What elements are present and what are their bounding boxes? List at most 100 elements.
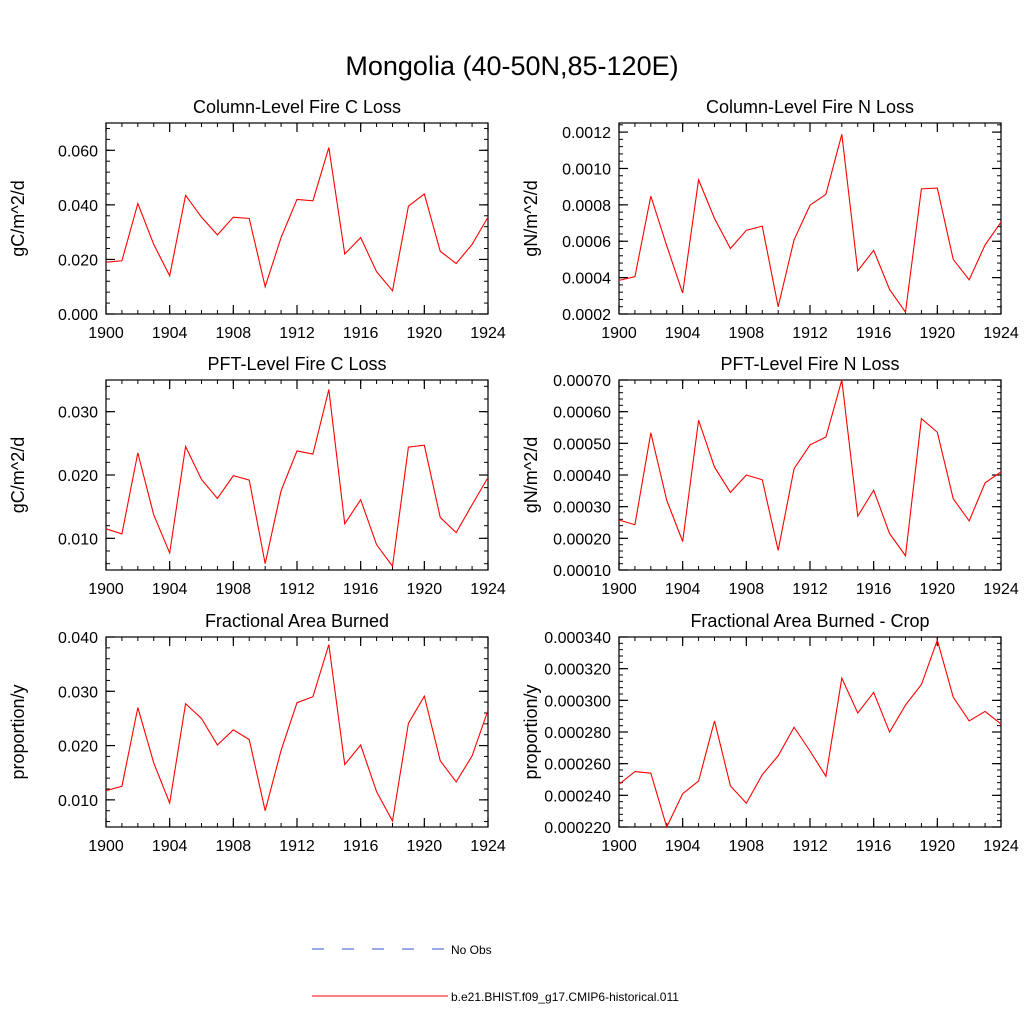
y-tick-label: 0.0008 xyxy=(562,198,611,215)
panel-title: Column-Level Fire N Loss xyxy=(706,97,914,117)
y-tick-label: 0.000 xyxy=(58,307,98,324)
y-tick-label: 0.0010 xyxy=(562,161,611,178)
y-tick-label: 0.0002 xyxy=(562,307,611,324)
panel-title: Fractional Area Burned xyxy=(205,611,389,631)
x-tick-label: 1912 xyxy=(279,838,315,855)
y-tick-label: 0.000280 xyxy=(544,725,611,742)
x-tick-label: 1920 xyxy=(407,838,443,855)
x-tick-label: 1924 xyxy=(983,325,1019,342)
x-tick-label: 1904 xyxy=(665,581,701,598)
y-tick-label: 0.000240 xyxy=(544,788,611,805)
x-tick-label: 1900 xyxy=(601,838,637,855)
x-tick-label: 1920 xyxy=(407,581,443,598)
series-line-1 xyxy=(105,147,489,293)
chart-panel-3: 1900 1904 1908 1912 1916 1920 1924 0.010 0.020 0.… xyxy=(8,354,506,598)
x-tick-label: 1924 xyxy=(470,325,506,342)
panels-group: 1900 1904 1908 1912 1916 1920 1924 0.000 0.020 0.… xyxy=(8,97,1019,855)
x-tick-label: 1900 xyxy=(88,581,124,598)
legend-label-1: No Obs xyxy=(451,943,492,957)
x-tick-label: 1912 xyxy=(792,838,828,855)
chart-panel-6: 1900 1904 1908 1912 1916 1920 1924 0.000220 0.00… xyxy=(521,611,1019,855)
y-axis-label: gN/m^2/d xyxy=(521,437,541,513)
chart-panel-5: 1900 1904 1908 1912 1916 1920 1924 0.010 0.020 0.… xyxy=(8,611,506,855)
x-tick-label: 1920 xyxy=(920,581,956,598)
x-tick-label: 1916 xyxy=(856,838,892,855)
chart-panel-4: 1900 1904 1908 1912 1916 1920 1924 0.00010 0.000… xyxy=(521,354,1019,598)
x-tick-label: 1908 xyxy=(216,838,252,855)
y-axis-label: gN/m^2/d xyxy=(521,180,541,256)
x-tick-label: 1924 xyxy=(983,838,1019,855)
chart-panel-2: 1900 1904 1908 1912 1916 1920 1924 0.0002 0.0004… xyxy=(521,97,1019,342)
y-tick-label: 0.00070 xyxy=(553,373,611,390)
y-tick-label: 0.030 xyxy=(58,405,98,422)
x-tick-label: 1916 xyxy=(343,838,379,855)
y-tick-label: 0.00040 xyxy=(553,468,611,485)
y-tick-label: 0.000300 xyxy=(544,693,611,710)
x-tick-label: 1920 xyxy=(920,838,956,855)
series-line-1 xyxy=(105,389,489,568)
panel-title: PFT-Level Fire N Loss xyxy=(720,354,899,374)
y-axis-label: gC/m^2/d xyxy=(8,180,28,256)
x-tick-label: 1900 xyxy=(88,838,124,855)
y-tick-label: 0.000340 xyxy=(544,630,611,647)
x-tick-label: 1908 xyxy=(216,581,252,598)
x-tick-label: 1924 xyxy=(470,581,506,598)
x-tick-label: 1904 xyxy=(152,838,188,855)
x-tick-label: 1904 xyxy=(152,325,188,342)
x-tick-label: 1924 xyxy=(983,581,1019,598)
series-line-1 xyxy=(618,379,1002,558)
x-tick-label: 1920 xyxy=(407,325,443,342)
y-tick-label: 0.00020 xyxy=(553,531,611,548)
legend-label-2: b.e21.BHIST.f09_g17.CMIP6-historical.011 xyxy=(451,990,679,1004)
x-tick-label: 1908 xyxy=(216,325,252,342)
x-tick-label: 1912 xyxy=(279,325,315,342)
x-tick-label: 1916 xyxy=(856,581,892,598)
chart-panel-1: 1900 1904 1908 1912 1916 1920 1924 0.000 0.020 0.… xyxy=(8,97,506,342)
x-tick-label: 1908 xyxy=(729,325,765,342)
y-tick-label: 0.010 xyxy=(58,531,98,548)
x-tick-label: 1920 xyxy=(920,325,956,342)
y-tick-label: 0.000320 xyxy=(544,662,611,679)
y-tick-label: 0.040 xyxy=(58,630,98,647)
y-tick-label: 0.000260 xyxy=(544,757,611,774)
x-tick-label: 1904 xyxy=(152,581,188,598)
legend: No Obs b.e21.BHIST.f09_g17.CMIP6-historic… xyxy=(312,943,679,1004)
y-axis-label: gC/m^2/d xyxy=(8,437,28,513)
y-tick-label: 0.0006 xyxy=(562,234,611,251)
x-tick-label: 1912 xyxy=(792,325,828,342)
series-line-1 xyxy=(618,638,1002,829)
x-tick-label: 1908 xyxy=(729,581,765,598)
y-tick-label: 0.020 xyxy=(58,252,98,269)
x-tick-label: 1904 xyxy=(665,838,701,855)
y-tick-label: 0.060 xyxy=(58,143,98,160)
x-tick-label: 1900 xyxy=(601,325,637,342)
x-tick-label: 1908 xyxy=(729,838,765,855)
x-tick-label: 1924 xyxy=(470,838,506,855)
y-tick-label: 0.0012 xyxy=(562,125,611,142)
x-tick-label: 1912 xyxy=(279,581,315,598)
x-tick-label: 1916 xyxy=(856,325,892,342)
y-tick-label: 0.00010 xyxy=(553,563,611,580)
y-tick-label: 0.00030 xyxy=(553,500,611,517)
y-tick-label: 0.020 xyxy=(58,739,98,756)
series-line-1 xyxy=(618,134,1002,314)
y-tick-label: 0.040 xyxy=(58,198,98,215)
x-tick-label: 1916 xyxy=(343,581,379,598)
y-tick-label: 0.0004 xyxy=(562,271,611,288)
panel-title: Column-Level Fire C Loss xyxy=(193,97,401,117)
y-axis-label: proportion/y xyxy=(521,684,541,779)
y-tick-label: 0.020 xyxy=(58,468,98,485)
y-axis-label: proportion/y xyxy=(8,684,28,779)
y-tick-label: 0.030 xyxy=(58,684,98,701)
x-tick-label: 1900 xyxy=(601,581,637,598)
panel-title: PFT-Level Fire C Loss xyxy=(207,354,386,374)
x-tick-label: 1900 xyxy=(88,325,124,342)
y-tick-label: 0.00050 xyxy=(553,436,611,453)
y-tick-label: 0.00060 xyxy=(553,405,611,422)
y-tick-label: 0.000220 xyxy=(544,820,611,837)
x-tick-label: 1904 xyxy=(665,325,701,342)
x-tick-label: 1916 xyxy=(343,325,379,342)
panel-title: Fractional Area Burned - Crop xyxy=(690,611,929,631)
y-tick-label: 0.010 xyxy=(58,793,98,810)
